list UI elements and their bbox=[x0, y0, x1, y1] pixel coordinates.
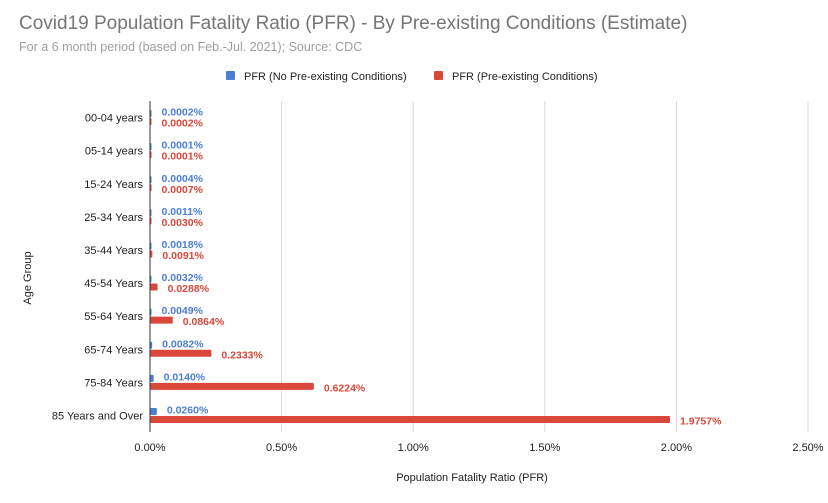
x-axis-title: Population Fatality Ratio (PFR) bbox=[396, 472, 548, 484]
y-tick-label: 75-84 Years bbox=[84, 377, 143, 389]
data-label-no-conditions: 0.0018% bbox=[162, 239, 204, 251]
x-tick-label: 2.00% bbox=[661, 442, 692, 454]
y-tick-label: 35-44 Years bbox=[84, 245, 143, 257]
legend-swatch-conditions bbox=[434, 71, 443, 80]
data-label-no-conditions: 0.0004% bbox=[162, 173, 204, 185]
data-label-conditions: 1.9757% bbox=[680, 415, 722, 427]
y-tick-label: 85 Years and Over bbox=[52, 410, 143, 422]
data-label-no-conditions: 0.0082% bbox=[162, 338, 204, 350]
bar-conditions bbox=[150, 250, 153, 258]
bar-conditions bbox=[150, 382, 314, 390]
y-tick-label: 65-74 Years bbox=[84, 344, 143, 356]
data-label-no-conditions: 0.0011% bbox=[162, 206, 204, 218]
legend: PFR (No Pre-existing Conditions) PFR (Pr… bbox=[226, 71, 598, 83]
bar-conditions bbox=[150, 415, 671, 423]
data-label-conditions: 0.0030% bbox=[162, 217, 204, 229]
y-tick-label: 15-24 Years bbox=[84, 179, 143, 191]
x-tick-label: 0.50% bbox=[266, 442, 297, 454]
data-label-conditions: 0.2333% bbox=[221, 349, 263, 361]
data-label-conditions: 0.0001% bbox=[162, 151, 204, 163]
data-label-conditions: 0.6224% bbox=[324, 382, 366, 394]
legend-label-no-conditions: PFR (No Pre-existing Conditions) bbox=[244, 71, 407, 83]
gridlines bbox=[281, 101, 809, 432]
data-label-conditions: 0.0864% bbox=[183, 316, 225, 328]
legend-label-conditions: PFR (Pre-existing Conditions) bbox=[452, 71, 598, 83]
data-label-no-conditions: 0.0049% bbox=[162, 305, 204, 317]
x-axis-ticks: 0.00% 0.50% 1.00% 1.50% 2.00% 2.50% bbox=[134, 442, 823, 454]
data-label-no-conditions: 0.0260% bbox=[167, 404, 209, 416]
y-tick-label: 45-54 Years bbox=[84, 278, 143, 290]
data-label-no-conditions: 0.0002% bbox=[162, 107, 204, 119]
bar-no-conditions bbox=[150, 374, 154, 382]
x-tick-label: 0.00% bbox=[134, 442, 165, 454]
legend-swatch-no-conditions bbox=[226, 71, 235, 80]
x-tick-label: 1.50% bbox=[529, 442, 560, 454]
y-tick-label: 00-04 years bbox=[85, 113, 144, 125]
y-axis-ticks: 00-04 years 05-14 years 15-24 Years 25-34 Y… bbox=[52, 113, 144, 423]
bars bbox=[150, 110, 671, 423]
data-label-conditions: 0.0288% bbox=[168, 283, 210, 295]
data-label-conditions: 0.0007% bbox=[162, 184, 204, 196]
data-label-no-conditions: 0.0140% bbox=[164, 371, 206, 383]
y-tick-label: 55-64 Years bbox=[84, 311, 143, 323]
chart-title: Covid19 Population Fatality Ratio (PFR) … bbox=[19, 13, 687, 34]
bar-no-conditions bbox=[150, 341, 153, 349]
data-label-conditions: 0.0002% bbox=[162, 118, 204, 130]
bar-conditions bbox=[150, 283, 158, 291]
bar-conditions bbox=[150, 349, 212, 357]
x-tick-label: 2.50% bbox=[792, 442, 823, 454]
y-axis-title: Age Group bbox=[22, 251, 34, 304]
data-label-no-conditions: 0.0032% bbox=[162, 272, 204, 284]
bar-conditions bbox=[150, 316, 173, 324]
bar-no-conditions bbox=[150, 407, 157, 415]
y-tick-label: 25-34 Years bbox=[84, 212, 143, 224]
x-tick-label: 1.00% bbox=[398, 442, 429, 454]
chart-subtitle: For a 6 month period (based on Feb.-Jul.… bbox=[19, 40, 362, 54]
data-labels: 0.0002% 0.0001% 0.0004% 0.0011% 0.0018% 0.003… bbox=[162, 107, 723, 428]
data-label-no-conditions: 0.0001% bbox=[162, 140, 204, 152]
data-label-conditions: 0.0091% bbox=[162, 250, 204, 262]
y-tick-label: 05-14 years bbox=[85, 146, 144, 158]
